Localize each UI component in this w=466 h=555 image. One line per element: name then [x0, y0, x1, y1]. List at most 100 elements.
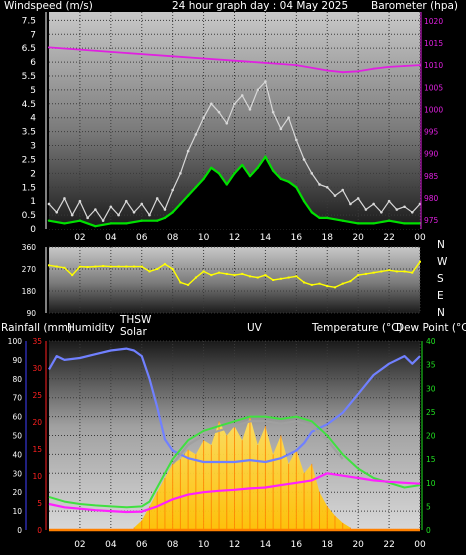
barometer-ytick-label: 1005 [424, 83, 443, 92]
wind-xtick-label: 06 [136, 233, 148, 243]
gust-point [186, 149, 190, 153]
average-wind-point [264, 155, 267, 158]
average-wind-point [387, 219, 391, 222]
gust-point [155, 197, 159, 200]
average-wind-point [171, 211, 174, 214]
barometer-ytick-label: 995 [424, 128, 439, 137]
wind-xtick-label: 08 [167, 233, 179, 243]
direction-ytick-label: 90 [26, 309, 36, 318]
temp-xtick-label: 14 [260, 540, 272, 550]
rain-ytick-label: 25 [32, 391, 42, 400]
direction-point [225, 272, 228, 275]
direction-point [133, 265, 136, 268]
average-wind-point [287, 180, 290, 183]
gust-point [217, 110, 221, 114]
gust-point [310, 172, 314, 175]
barometer-ytick-label: 1015 [424, 39, 443, 48]
direction-point [341, 282, 344, 285]
gust-point [132, 211, 136, 214]
gust-point [63, 197, 66, 200]
rain-ytick-label: 15 [32, 445, 42, 454]
average-wind-point [47, 219, 51, 222]
gust-point [94, 208, 97, 211]
average-wind-point [163, 216, 167, 220]
temperature-ytick-label: 10 [426, 479, 436, 488]
barometer-line [48, 46, 421, 74]
wind-ytick-label: 7.5 [22, 16, 36, 26]
wind-ytick-label: 7 [30, 30, 36, 40]
average-wind-point [109, 222, 113, 225]
barometer-point [341, 71, 344, 74]
average-wind-point [248, 174, 252, 178]
direction-point [419, 260, 421, 263]
temperature-ytick-label: 30 [426, 384, 436, 393]
temperature-ytick-label: 5 [426, 502, 431, 511]
direction-point [256, 276, 259, 279]
gust-point [78, 199, 82, 203]
temp-xtick-label: 00 [414, 540, 426, 550]
barometer-point [326, 69, 329, 72]
gust-point [240, 94, 244, 97]
barometer-point [372, 67, 375, 70]
average-wind-point [210, 166, 213, 169]
average-wind-point [279, 177, 283, 181]
solar-label: Solar [120, 326, 147, 338]
gust-point [47, 202, 51, 206]
rain-ytick-label: 0 [37, 526, 42, 535]
gust-point [101, 219, 105, 222]
direction-point [117, 265, 120, 268]
direction-point [55, 265, 58, 268]
temperature-ytick-label: 15 [426, 455, 436, 464]
direction-point [326, 285, 329, 288]
gust-point [372, 202, 375, 206]
gust-point [271, 110, 275, 114]
gust-point [179, 172, 182, 175]
direction-point [140, 265, 143, 268]
barometer-point [233, 59, 236, 62]
direction-point [333, 286, 336, 289]
humidity-ytick-label: 10 [12, 507, 22, 516]
wind-ytick-label: 3.5 [22, 128, 36, 138]
temperature-line [48, 415, 421, 509]
temperature-ytick-label: 0 [426, 526, 431, 535]
average-wind-point [225, 183, 228, 186]
wind-ytick-label: 6.5 [22, 44, 36, 54]
average-wind-point [271, 169, 275, 172]
barometer-point [403, 65, 406, 68]
barometer-ytick-label: 1020 [424, 17, 443, 26]
barometer-point [48, 46, 50, 49]
gust-point [256, 88, 259, 92]
windspeed-axis-title: Windspeed (m/s) [4, 0, 93, 12]
average-wind-area [49, 156, 420, 229]
barometer-point [78, 48, 81, 51]
rain-ytick-label: 10 [32, 472, 42, 481]
direction-point [357, 274, 360, 277]
gust-point [194, 133, 198, 136]
temperature-ytick-label: 20 [426, 432, 436, 441]
average-wind-point [318, 216, 321, 220]
average-wind-point [302, 199, 306, 203]
wind-xtick-label: 16 [291, 233, 303, 243]
compass-label-e: E [437, 290, 444, 302]
gust-point [387, 199, 391, 203]
average-wind-point [156, 219, 159, 222]
average-wind-point [256, 166, 259, 169]
gust-point [279, 127, 283, 131]
average-wind-point [140, 219, 143, 222]
wind-ytick-label: 1.5 [22, 183, 36, 193]
wind-xtick-label: 04 [105, 233, 117, 243]
barometer-point [388, 65, 391, 68]
gust-point [124, 199, 128, 203]
average-wind-point [186, 194, 190, 197]
temp-xtick-label: 10 [198, 540, 210, 550]
direction-point [395, 270, 398, 273]
gust-point [364, 208, 368, 211]
gust-point [395, 208, 399, 211]
direction-point [248, 275, 251, 278]
average-wind-line [48, 155, 420, 228]
barometer-ytick-label: 990 [424, 150, 439, 159]
gust-point [264, 80, 267, 83]
barometer-ytick-label: 980 [424, 194, 439, 203]
wind-xtick-label: 12 [229, 233, 240, 243]
average-wind-point [202, 177, 205, 181]
